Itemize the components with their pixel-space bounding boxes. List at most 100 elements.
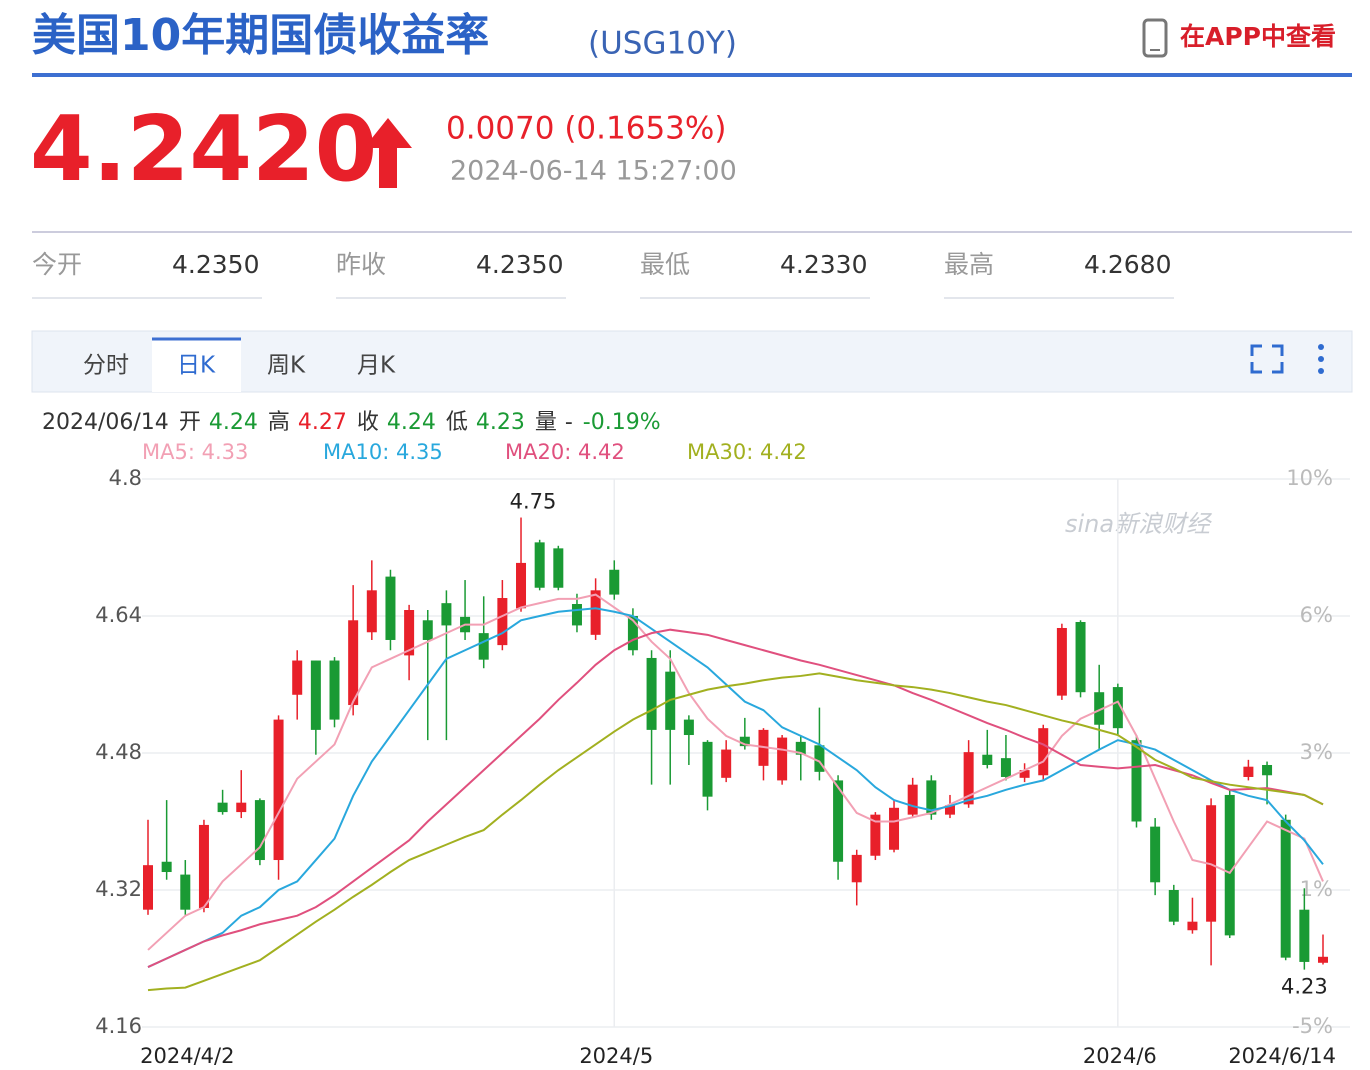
candle-body: [1187, 921, 1198, 931]
candle-body: [982, 754, 993, 765]
candle-body: [366, 590, 377, 633]
candle-body: [609, 569, 620, 595]
x-tick-label: 2024/4/2: [140, 1044, 234, 1068]
y2-tick-label: 1%: [1300, 877, 1333, 901]
fullscreen-icon[interactable]: [1250, 344, 1284, 374]
ma-line: [147, 607, 1324, 968]
candle-body: [1038, 728, 1049, 776]
watermark: sina新浪财经: [1065, 510, 1213, 538]
low-annotation: 4.23: [1281, 975, 1328, 999]
stat-label: 昨收: [336, 250, 386, 279]
candle-body: [1299, 909, 1310, 962]
candle-body: [1318, 956, 1328, 963]
info-date: 2024/06/14: [42, 410, 169, 435]
candle-body: [646, 657, 657, 730]
x-tick-label: 2024/5: [579, 1044, 653, 1068]
candle-body: [851, 854, 862, 883]
x-tick-label: 2024/6/14: [1228, 1044, 1336, 1068]
y-tick-label: 4.16: [95, 1014, 142, 1038]
price: 4.2420: [30, 97, 377, 202]
x-tick-label: 2024/6: [1083, 1044, 1157, 1068]
candle-body: [1112, 687, 1123, 729]
y-tick-label: 4.8: [109, 466, 142, 490]
legend-entry: MA10: 4.35: [323, 440, 443, 464]
legend-entry: MA20: 4.42: [505, 440, 625, 464]
candle-body: [795, 741, 806, 755]
y2-tick-label: 6%: [1300, 603, 1333, 627]
stat-label: 最低: [640, 250, 690, 279]
change: 0.0070 (0.1653%): [446, 111, 726, 147]
info-label: 低: [446, 410, 468, 435]
candle-body: [516, 562, 527, 609]
candle-body: [143, 865, 153, 910]
candle-body: [422, 620, 433, 640]
info-value: 4.23: [476, 410, 525, 435]
candle-body: [329, 660, 340, 720]
candle-body: [385, 576, 396, 640]
info-label: 量: [535, 410, 557, 435]
stat-label: 今开: [32, 250, 82, 279]
tab-bar: [31, 330, 1353, 393]
candle-body: [1150, 826, 1161, 883]
stat-value: 4.2330: [780, 250, 867, 279]
candle-body: [348, 620, 359, 706]
candle-body: [721, 749, 732, 778]
tab[interactable]: 周K: [267, 353, 306, 379]
info-value: 4.27: [298, 410, 347, 435]
more-icon[interactable]: [1318, 344, 1324, 374]
candle-body: [161, 861, 172, 873]
candle-body: [1243, 766, 1254, 777]
candle-body: [944, 805, 955, 815]
quote-time: 2024-06-14 15:27:00: [450, 156, 737, 187]
candle-body: [627, 616, 638, 651]
y-tick-label: 4.32: [95, 877, 142, 901]
candle-body: [180, 874, 191, 910]
candle-body: [1000, 758, 1011, 777]
candle-body: [1075, 621, 1086, 693]
up-arrow: [364, 118, 412, 188]
candle-body: [571, 604, 582, 626]
ma-line: [147, 593, 1324, 951]
y2-tick-label: -5%: [1292, 1014, 1333, 1038]
candle-body: [1280, 819, 1291, 958]
candle-body: [814, 745, 825, 772]
candle-body: [404, 610, 415, 656]
candle-body: [1262, 764, 1273, 776]
tab[interactable]: 日K: [177, 353, 216, 379]
info-label: 开: [179, 410, 201, 435]
legend-entry: MA30: 4.42: [687, 440, 807, 464]
phone-icon[interactable]: [1142, 18, 1168, 58]
candle-body: [310, 660, 321, 730]
candle-body: [907, 784, 918, 815]
stat-value: 4.2350: [476, 250, 563, 279]
candle-body: [441, 603, 452, 626]
info-change: -0.19%: [583, 410, 661, 435]
candle-body: [1224, 794, 1235, 936]
stat-value: 4.2350: [172, 250, 259, 279]
candle-body: [1019, 770, 1030, 778]
stat-value: 4.2680: [1084, 250, 1171, 279]
candle-body: [254, 800, 265, 861]
candle-body: [1056, 627, 1067, 696]
tab[interactable]: 月K: [357, 353, 396, 379]
active-tab: [152, 338, 241, 392]
high-annotation: 4.75: [510, 490, 557, 514]
info-value: -: [565, 410, 573, 435]
app-link[interactable]: 在APP中查看: [1180, 22, 1336, 51]
candle-body: [478, 633, 489, 660]
info-value: 4.24: [209, 410, 258, 435]
candle-body: [1168, 890, 1179, 922]
candle-body: [292, 660, 303, 695]
code: (USG10Y): [588, 26, 737, 62]
candle-body: [963, 752, 974, 805]
info-line: 2024/06/14 开 4.24 高 4.27 收 4.24 低 4.23 量 - -0.19%: [42, 410, 661, 435]
candle-body: [683, 719, 694, 736]
info-value: 4.24: [387, 410, 436, 435]
candle-body: [198, 824, 209, 908]
candle-body: [553, 548, 564, 588]
candle-body: [870, 814, 881, 856]
tab[interactable]: 分时: [83, 353, 129, 379]
candle-body: [1094, 692, 1105, 725]
